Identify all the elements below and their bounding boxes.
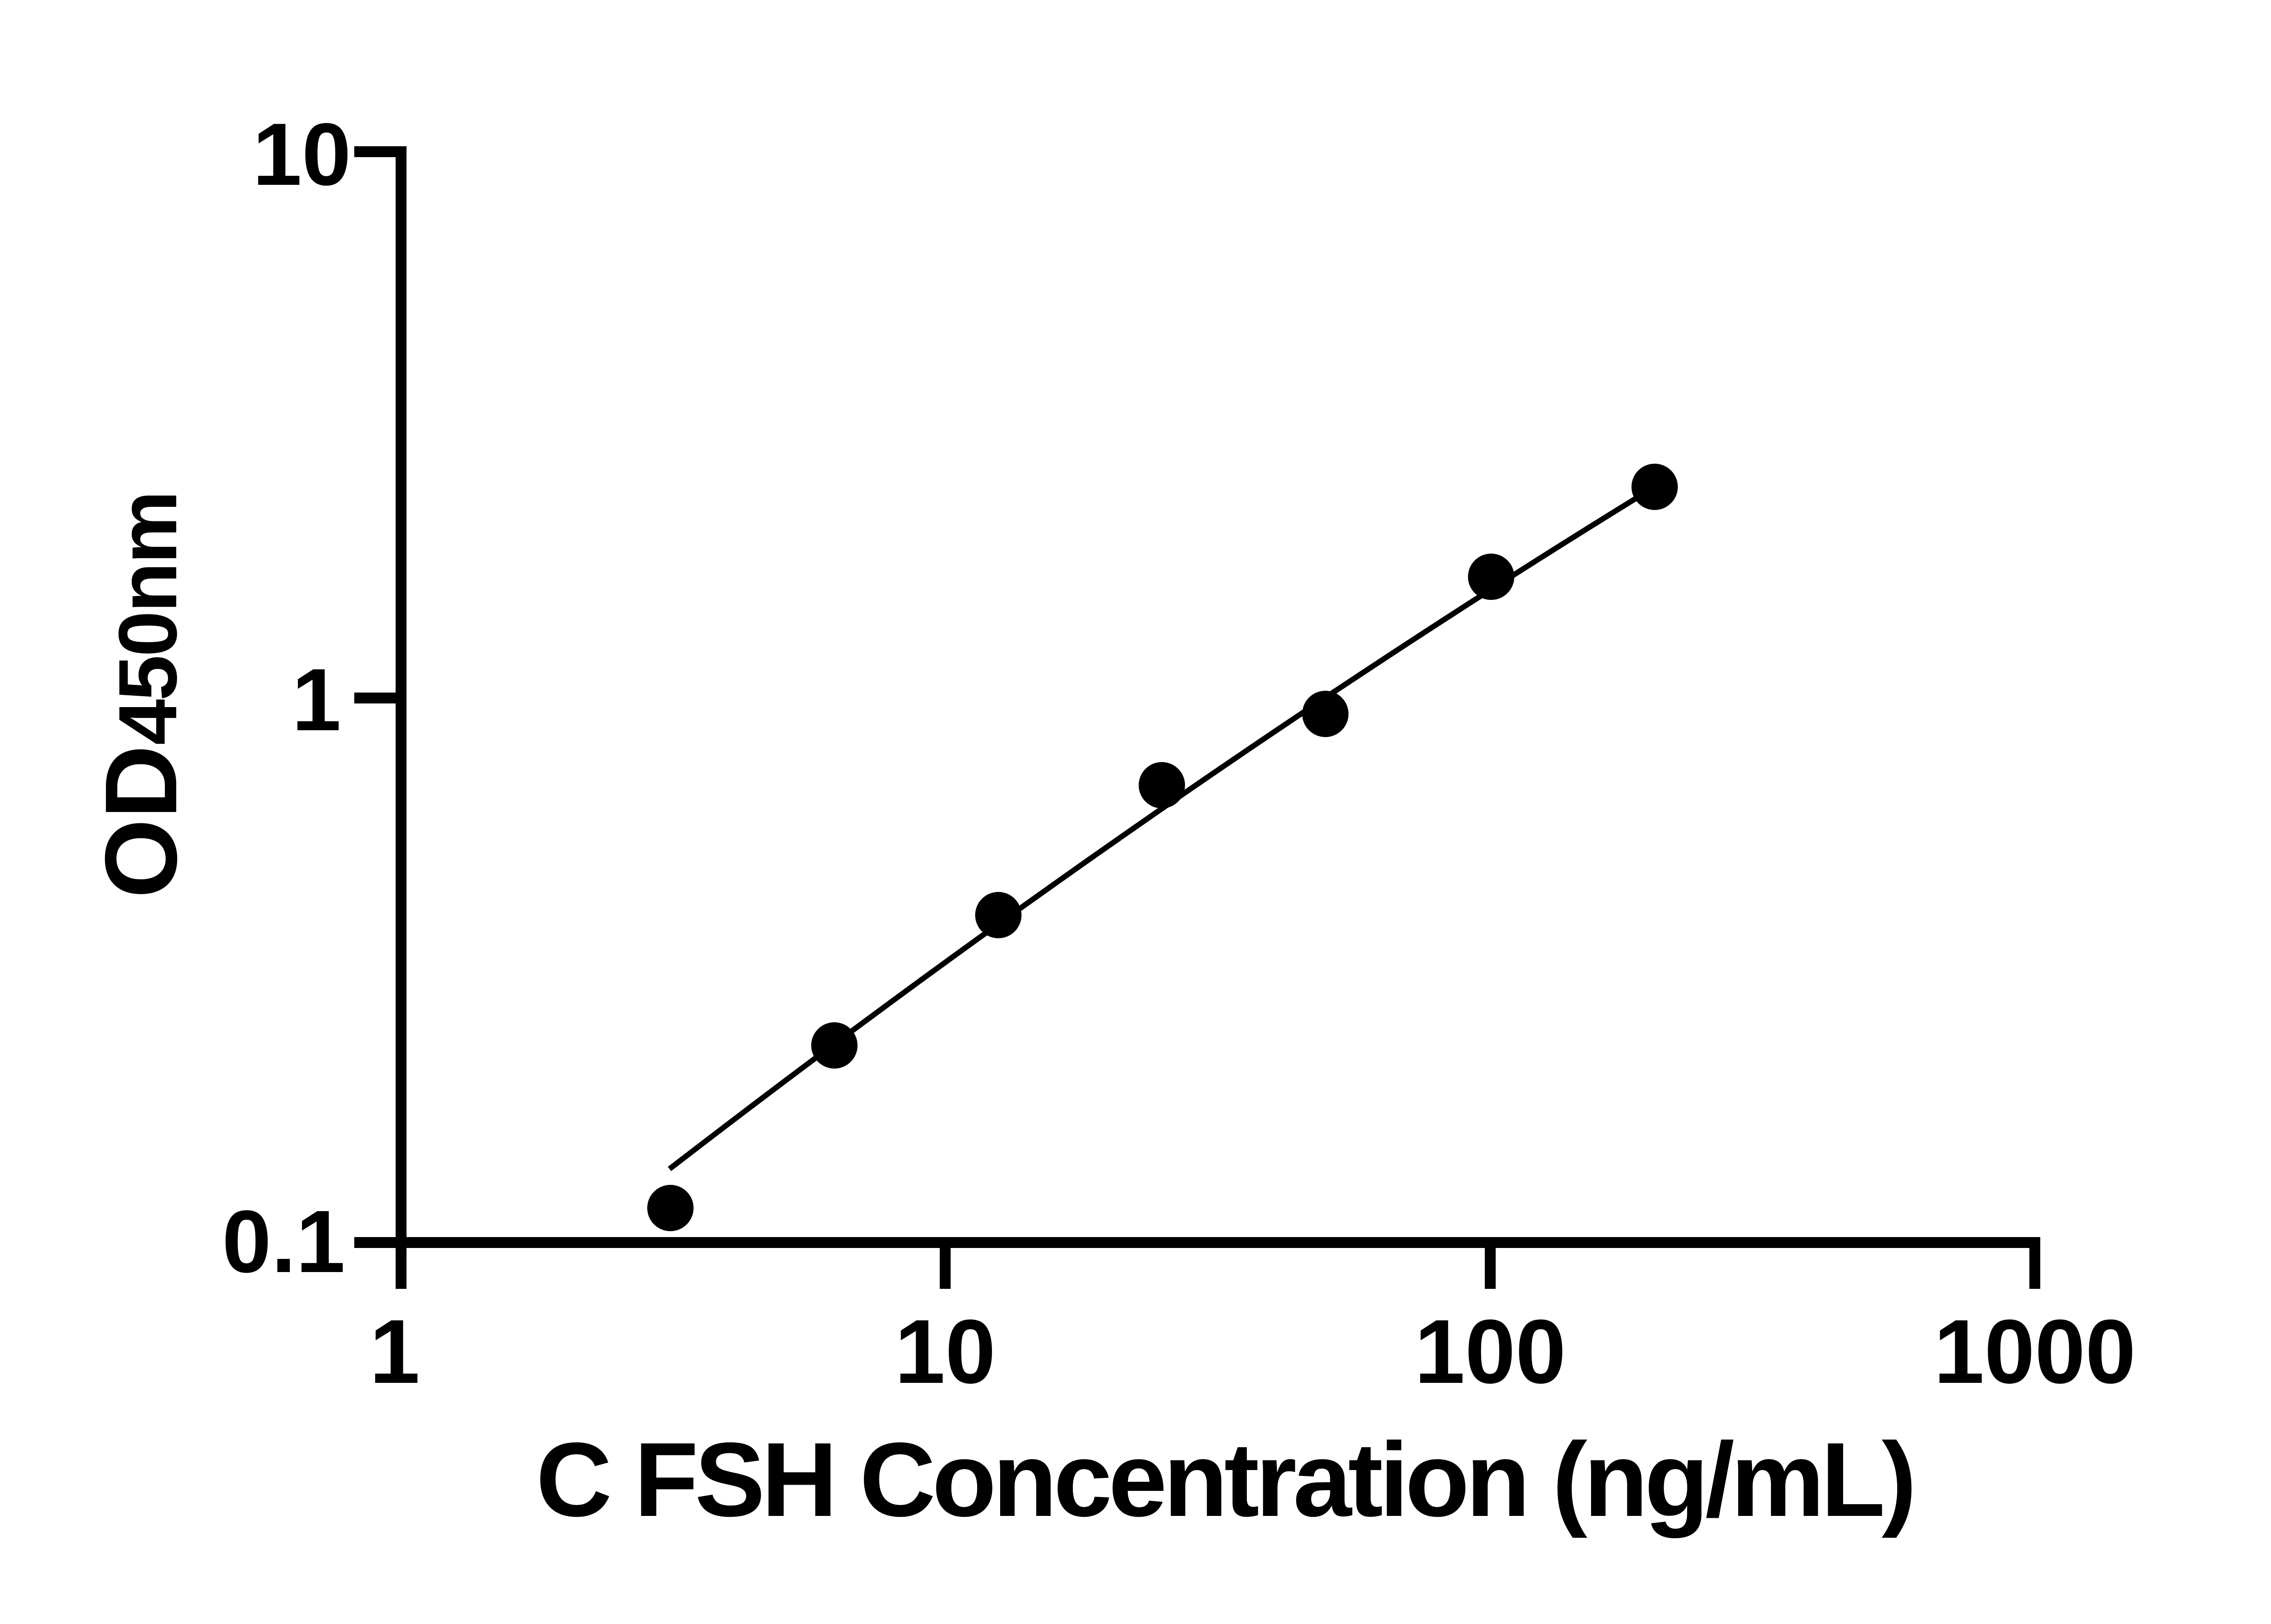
svg-text:1: 1 — [369, 1301, 420, 1402]
svg-text:10: 10 — [895, 1301, 996, 1402]
svg-text:C FSH Concentration (ng/mL): C FSH Concentration (ng/mL) — [536, 1421, 1917, 1539]
svg-text:1000: 1000 — [1934, 1301, 2136, 1402]
svg-text:0.1: 0.1 — [222, 1192, 345, 1291]
svg-text:OD450nm: OD450nm — [84, 492, 198, 898]
svg-text:100: 100 — [1414, 1301, 1566, 1402]
svg-text:1: 1 — [292, 650, 341, 749]
svg-text:10: 10 — [253, 105, 351, 204]
